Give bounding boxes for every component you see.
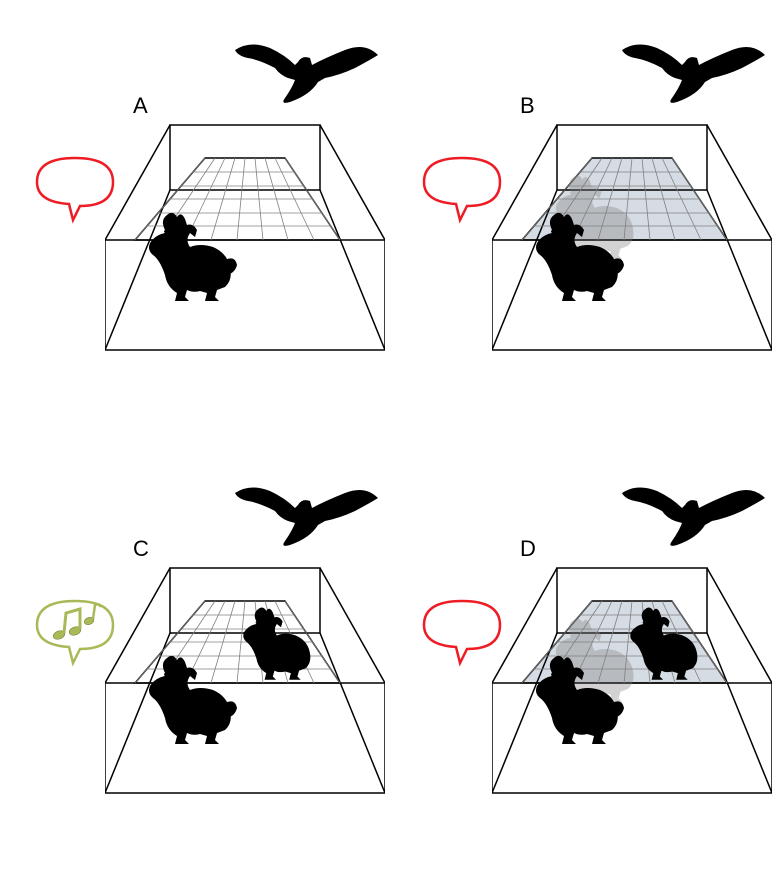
panel-c: C	[0, 443, 387, 886]
rooster-icon	[532, 648, 632, 748]
panel-d: D	[387, 443, 774, 886]
rooster-icon	[145, 648, 245, 748]
rooster-icon	[145, 205, 245, 305]
panel-b: B	[387, 0, 774, 443]
panel-a: A	[0, 0, 387, 443]
rooster-icon	[532, 205, 632, 305]
hen-icon	[240, 601, 322, 683]
